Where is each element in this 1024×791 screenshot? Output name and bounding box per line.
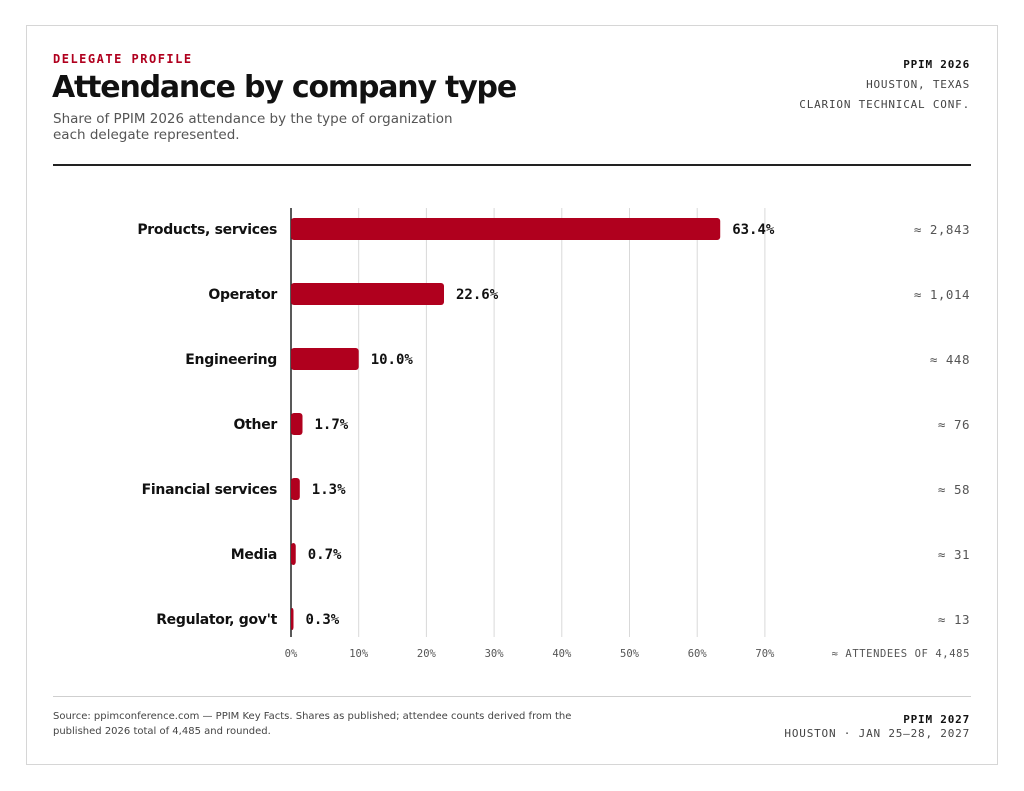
bar [291,218,721,240]
bar [291,413,303,435]
category-label: Other [234,417,278,433]
event-name: PPIM 2026 [903,58,970,71]
event-venue: CLARION TECHNICAL CONF. [799,98,970,111]
next-event: PPIM 2027 HOUSTON · JAN 25–28, 2027 [784,713,970,741]
attendee-count-label: ≈ 2,843 [914,222,970,237]
next-event-dates: HOUSTON · JAN 25–28, 2027 [784,727,970,740]
category-label: Operator [208,287,277,303]
card-frame [26,25,998,765]
category-label: Products, services [137,222,277,238]
x-tick-label: 0% [285,648,298,660]
attendee-count-label: ≈ 76 [938,417,970,432]
value-label: 1.3% [312,482,346,498]
event-meta: PPIM 2026 HOUSTON, TEXAS CLARION TECHNIC… [799,55,970,115]
eyebrow-label: DELEGATE PROFILE [53,52,193,66]
value-label: 1.7% [315,417,349,433]
value-label: 63.4% [732,222,775,238]
x-tick-label: 20% [417,648,437,660]
attendee-count-label: ≈ 1,014 [914,287,970,302]
attendee-count-label: ≈ 448 [930,352,970,367]
bar [291,348,359,370]
x-tick-label: 60% [688,648,708,660]
bar [291,283,445,305]
attendee-count-label: ≈ 13 [938,612,970,627]
category-label: Media [231,547,277,563]
value-label: 10.0% [371,352,414,368]
x-tick-label: 10% [349,648,369,660]
x-tick-label: 50% [620,648,640,660]
event-location: HOUSTON, TEXAS [866,78,970,91]
bar [291,608,294,630]
attendee-axis-label: ≈ ATTENDEES OF 4,485 [832,648,970,660]
footer-divider [53,696,971,697]
x-tick-label: 70% [755,648,775,660]
x-tick-label: 40% [552,648,572,660]
category-label: Regulator, gov't [156,612,277,628]
next-event-name: PPIM 2027 [903,713,970,726]
bar [291,478,300,500]
value-label: 22.6% [456,287,499,303]
x-tick-label: 30% [485,648,505,660]
attendee-count-label: ≈ 58 [938,482,970,497]
category-label: Engineering [185,352,277,368]
value-label: 0.7% [308,547,342,563]
header-divider [53,164,971,166]
chart-subtitle: Share of PPIM 2026 attendance by the typ… [53,111,453,143]
attendee-count-label: ≈ 31 [938,547,970,562]
category-label: Financial services [142,482,277,498]
chart-title: Attendance by company type [52,70,517,105]
bar [291,543,296,565]
value-label: 0.3% [306,612,340,628]
source-note: Source: ppimconference.com — PPIM Key Fa… [53,711,572,737]
